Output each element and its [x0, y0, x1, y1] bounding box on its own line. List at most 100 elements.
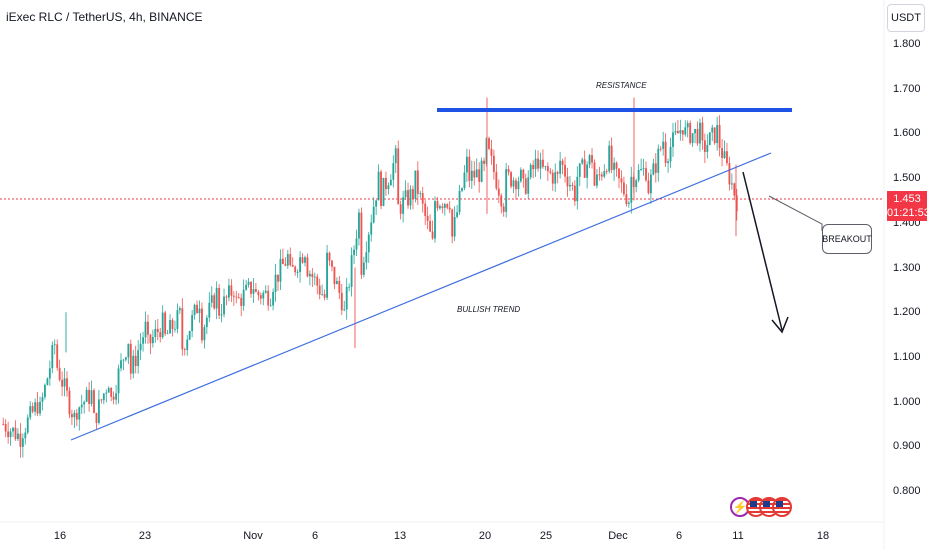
candle-body	[353, 249, 355, 256]
candle-body	[137, 350, 140, 367]
time-tick: 6	[311, 530, 319, 542]
candle-body	[213, 295, 216, 309]
candle-body	[387, 185, 390, 190]
candle-body	[392, 163, 395, 180]
price-axis-panel	[884, 0, 932, 550]
candle-body	[382, 177, 385, 206]
candle-body	[17, 433, 19, 440]
candle-body	[29, 406, 32, 418]
price-tick: 0.800	[893, 485, 921, 497]
us-flag-icon[interactable]	[772, 497, 792, 517]
candle-body	[480, 160, 483, 182]
candle-body	[105, 392, 108, 394]
currency-button[interactable]: USDT	[887, 4, 925, 32]
candle-body	[564, 164, 566, 177]
candle-body	[485, 138, 488, 164]
candle-body	[75, 412, 78, 420]
down-arrow-icon[interactable]	[742, 171, 789, 334]
price-tick: 1.700	[893, 83, 921, 95]
candle-body	[95, 412, 98, 423]
candle-body	[456, 212, 459, 217]
candle-body	[193, 304, 196, 316]
candle-body	[726, 151, 728, 164]
candle-body	[647, 180, 650, 194]
candle-body	[301, 257, 304, 263]
candle-body	[429, 220, 432, 232]
candle-body	[73, 412, 76, 418]
candle-body	[191, 315, 194, 332]
candle-body	[242, 289, 245, 306]
resistance-label[interactable]: RESISTANCE	[596, 81, 647, 90]
candle-body	[385, 177, 387, 190]
price-tick: 1.600	[893, 127, 921, 139]
bullish-trend-label[interactable]: BULLISH TREND	[457, 305, 521, 314]
candle-body	[605, 171, 608, 172]
candle-body	[667, 161, 670, 164]
candle-body	[394, 148, 397, 164]
candle-body	[117, 368, 120, 394]
candle-body	[203, 327, 206, 341]
candle-body	[502, 206, 505, 212]
candle-body	[56, 344, 59, 368]
candle-body	[735, 195, 738, 212]
candle-body	[80, 404, 83, 408]
candle-body	[4, 424, 7, 432]
candle-body	[559, 160, 562, 174]
candle-body	[151, 336, 154, 344]
candle-body	[549, 171, 552, 173]
candle-body	[672, 132, 674, 147]
candle-body	[51, 345, 54, 369]
price-tick: 0.900	[893, 440, 921, 452]
candle-body	[68, 390, 71, 415]
candle-body	[284, 264, 287, 266]
candle-body	[26, 417, 29, 433]
candle-body	[561, 160, 564, 165]
candle-body	[529, 164, 532, 178]
candle-body	[443, 204, 446, 208]
price-tick: 1.300	[893, 262, 921, 274]
candle-body	[453, 216, 456, 237]
candle-body	[544, 166, 547, 167]
candle-body	[124, 357, 127, 360]
candle-body	[110, 387, 113, 397]
candle-body	[120, 360, 122, 369]
symbol-title[interactable]: iExec RLC / TetherUS, 4h, BINANCE	[6, 10, 203, 24]
candle-body	[380, 171, 382, 206]
candle-body	[630, 176, 633, 203]
candle-body	[90, 390, 93, 404]
candle-body	[164, 312, 167, 334]
breakout-callout[interactable]: BREAKOUT	[822, 224, 872, 254]
candle-body	[451, 209, 454, 237]
candle-body	[61, 379, 64, 387]
candle-body	[402, 197, 405, 214]
candle-body	[178, 308, 181, 311]
candle-body	[313, 276, 316, 278]
candle-body	[674, 130, 677, 133]
candle-body	[250, 281, 252, 294]
candle-body	[694, 129, 696, 134]
candle-body	[252, 289, 255, 294]
candle-body	[399, 204, 402, 214]
candle-body	[58, 367, 61, 380]
bullish-trendline[interactable]	[70, 152, 772, 441]
candle-body	[372, 206, 375, 223]
candle-body	[716, 125, 719, 144]
candle-body	[676, 130, 679, 134]
candle-body	[542, 159, 544, 167]
candle-body	[576, 176, 579, 202]
candle-body	[220, 314, 223, 316]
candle-body	[522, 169, 525, 179]
candle-body	[308, 273, 311, 277]
candle-body	[431, 231, 434, 239]
candle-body	[223, 296, 225, 315]
candle-body	[24, 432, 27, 439]
candle-body	[277, 274, 279, 282]
candle-body	[699, 122, 701, 144]
candle-body	[610, 145, 613, 170]
candle-body	[416, 170, 419, 194]
candle-body	[78, 407, 81, 420]
candle-body	[46, 378, 49, 385]
candle-body	[367, 234, 370, 253]
candle-body	[12, 427, 14, 432]
